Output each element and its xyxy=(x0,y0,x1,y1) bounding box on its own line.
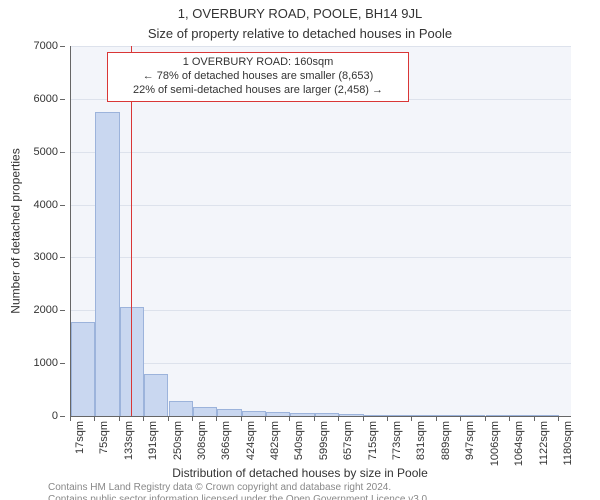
footer-attribution: Contains HM Land Registry data © Crown c… xyxy=(48,482,590,498)
histogram-bar xyxy=(510,415,534,416)
histogram-bar xyxy=(412,415,436,416)
histogram-bar xyxy=(266,412,290,416)
y-tick-label: 1000 xyxy=(8,357,58,369)
histogram-bar xyxy=(193,407,217,416)
histogram-bar xyxy=(169,401,193,416)
y-tick-label: 5000 xyxy=(8,146,58,158)
gridline xyxy=(71,257,571,258)
gridline xyxy=(71,363,571,364)
annotation-line1: 1 OVERBURY ROAD: 160sqm xyxy=(116,56,400,70)
annotation-line2: ← 78% of detached houses are smaller (8,… xyxy=(116,70,400,84)
y-tick-label: 0 xyxy=(8,410,58,422)
histogram-bar xyxy=(144,374,168,416)
histogram-bar xyxy=(364,415,388,416)
y-tick-label: 6000 xyxy=(8,93,58,105)
histogram-bar xyxy=(71,322,95,416)
chart-container: 1, OVERBURY ROAD, POOLE, BH14 9JL Size o… xyxy=(0,0,600,500)
histogram-bar xyxy=(461,415,485,416)
histogram-bar xyxy=(242,411,266,416)
histogram-bar xyxy=(339,414,363,416)
y-tick-container: 01000200030004000500060007000 xyxy=(0,46,64,416)
histogram-bar xyxy=(290,413,314,416)
plot-area: 1 OVERBURY ROAD: 160sqm ← 78% of detache… xyxy=(70,46,571,417)
footer-line1: Contains HM Land Registry data © Crown c… xyxy=(48,482,590,494)
histogram-bar xyxy=(388,415,412,416)
gridline xyxy=(71,310,571,311)
footer-line2: Contains public sector information licen… xyxy=(48,494,590,500)
histogram-bar xyxy=(95,112,119,416)
histogram-bar xyxy=(437,415,461,416)
gridline xyxy=(71,152,571,153)
annotation-box: 1 OVERBURY ROAD: 160sqm ← 78% of detache… xyxy=(107,52,409,102)
histogram-bar xyxy=(315,413,339,416)
y-tick-label: 7000 xyxy=(8,40,58,52)
chart-title-line1: 1, OVERBURY ROAD, POOLE, BH14 9JL xyxy=(0,6,600,21)
y-tick-label: 2000 xyxy=(8,304,58,316)
y-tick-label: 3000 xyxy=(8,251,58,263)
histogram-bar xyxy=(535,415,559,416)
gridline xyxy=(71,205,571,206)
y-tick-label: 4000 xyxy=(8,199,58,211)
chart-title-line2: Size of property relative to detached ho… xyxy=(0,26,600,41)
histogram-bar xyxy=(217,409,241,416)
gridline xyxy=(71,46,571,47)
annotation-line3: 22% of semi-detached houses are larger (… xyxy=(116,84,400,98)
x-axis-label: Distribution of detached houses by size … xyxy=(0,466,600,480)
histogram-bar xyxy=(486,415,510,416)
